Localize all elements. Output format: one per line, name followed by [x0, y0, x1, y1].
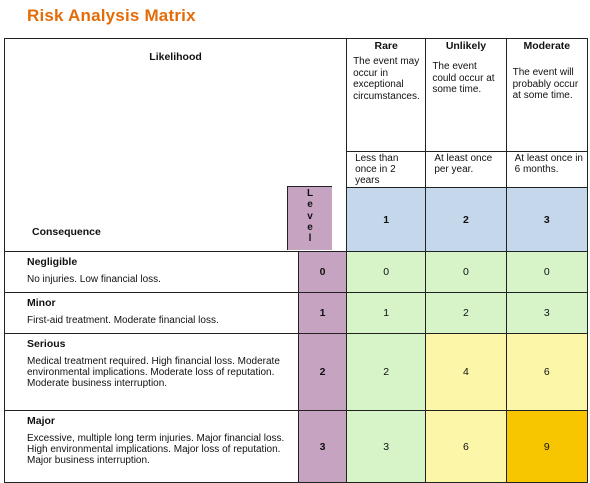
consequence-description: Excessive, multiple long term injuries. … [27, 433, 285, 466]
consequence-level: 3 [298, 410, 348, 483]
risk-score-cell: 3 [505, 292, 589, 334]
risk-score-cell: 4 [425, 333, 507, 411]
risk-matrix-table: Likelihood Consequence Level Rare The ev… [3, 38, 589, 483]
consequence-cell: Negligible No injuries. Low financial lo… [3, 251, 300, 293]
consequence-row-negligible: Negligible No injuries. Low financial lo… [3, 251, 589, 293]
consequence-level: 0 [298, 251, 348, 293]
consequence-cell: Major Excessive, multiple long term inju… [3, 410, 300, 483]
consequence-description: Medical treatment required. High financi… [27, 356, 280, 389]
level-label: Level [307, 188, 314, 245]
level-column-header: Level [287, 186, 332, 250]
consequence-level: 2 [298, 333, 348, 411]
risk-score-cell: 9 [505, 410, 589, 483]
consequence-row-minor: Minor First-aid treatment. Moderate fina… [3, 292, 589, 334]
likelihood-description: The event may occur in exceptional circu… [353, 56, 420, 102]
header-corner-cell: Likelihood Consequence Level [3, 38, 348, 252]
consequence-level: 1 [298, 292, 348, 334]
likelihood-col-unlikely: Unlikely The event could occur at some t… [425, 38, 507, 188]
risk-score-cell: 2 [425, 292, 507, 334]
risk-score-cell: 0 [346, 251, 427, 293]
likelihood-level-unlikely: 2 [425, 187, 507, 252]
risk-score-cell: 3 [346, 410, 427, 483]
risk-score-cell: 0 [425, 251, 507, 293]
likelihood-frequency: Less than once in 2 years [347, 151, 426, 187]
likelihood-description: The event could occur at some time. [432, 61, 495, 95]
likelihood-header-row: Likelihood Consequence Level Rare The ev… [3, 38, 589, 252]
consequence-label: Consequence [32, 226, 101, 238]
consequence-cell: Minor First-aid treatment. Moderate fina… [3, 292, 300, 334]
consequence-name: Minor [27, 297, 56, 309]
likelihood-level-rare: 1 [346, 187, 427, 252]
consequence-row-major: Major Excessive, multiple long term inju… [3, 410, 589, 483]
consequence-description: First-aid treatment. Moderate financial … [27, 315, 219, 326]
risk-score-cell: 1 [346, 292, 427, 334]
likelihood-name: Moderate [523, 40, 571, 52]
consequence-name: Serious [27, 338, 66, 350]
consequence-row-serious: Serious Medical treatment required. High… [3, 333, 589, 411]
likelihood-name: Rare [374, 40, 398, 52]
consequence-cell: Serious Medical treatment required. High… [3, 333, 300, 411]
risk-score-cell: 2 [346, 333, 427, 411]
consequence-name: Negligible [27, 256, 78, 268]
risk-score-cell: 6 [425, 410, 507, 483]
likelihood-frequency: At least once per year. [426, 151, 506, 187]
consequence-name: Major [27, 415, 56, 427]
likelihood-level-row: 1 2 3 [5, 187, 589, 252]
page-title: Risk Analysis Matrix [27, 6, 196, 25]
likelihood-description: The event will probably occur at some ti… [512, 67, 579, 101]
likelihood-level-moderate: 3 [505, 187, 589, 252]
risk-score-cell: 0 [505, 251, 589, 293]
likelihood-name: Unlikely [445, 40, 487, 52]
risk-score-cell: 6 [505, 333, 589, 411]
likelihood-frequency: At least once in 6 months. [506, 151, 587, 187]
consequence-description: No injuries. Low financial loss. [27, 274, 161, 285]
likelihood-col-rare: Rare The event may occur in exceptional … [346, 38, 427, 188]
likelihood-col-moderate: Moderate The event will probably occur a… [505, 38, 589, 188]
likelihood-label: Likelihood [149, 51, 202, 63]
